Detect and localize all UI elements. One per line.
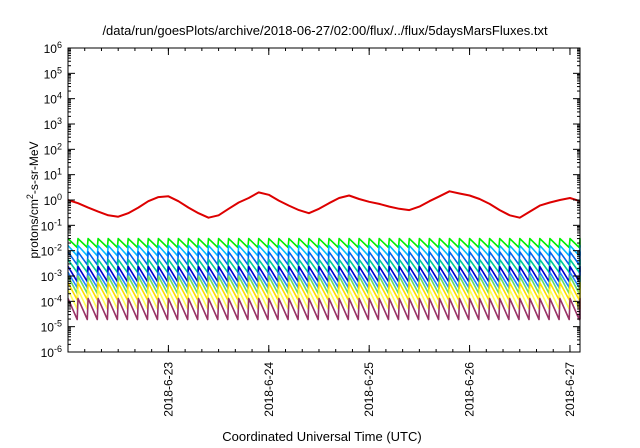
y-tick-label: 106: [44, 40, 62, 56]
y-tick-base: 10: [44, 169, 58, 183]
y-tick-base: 10: [44, 194, 58, 208]
x-tick-labels: 2018-6-23 2018-6-24 2018-6-25 2018-6-26 2018…: [161, 362, 577, 417]
y-tick-base: 10: [41, 270, 55, 284]
y-tick-exponent: -3: [54, 268, 62, 278]
series-line-1: [67, 190, 581, 219]
y-tick-exponent: 2: [57, 141, 62, 151]
y-tick-exponent: 0: [57, 192, 62, 202]
y-tick-exponent: 6: [57, 40, 62, 50]
y-tick-exponent: -1: [54, 217, 62, 227]
y-axis-label-text: protons/cm2-s-sr-MeV: [25, 141, 41, 258]
y-tick-label: 10-2: [41, 243, 62, 259]
series-layer: [67, 190, 581, 321]
y-tick-base: 10: [41, 346, 55, 360]
x-tick-label: 2018-6-23: [161, 362, 175, 417]
y-tick-label: 105: [44, 65, 62, 81]
y-tick-base: 10: [41, 245, 55, 259]
y-tick-base: 10: [44, 118, 58, 132]
y-tick-label: 100: [44, 192, 62, 208]
y-tick-exponent: -2: [54, 243, 62, 253]
y-tick-exponent: -6: [54, 344, 62, 354]
y-tick-base: 10: [41, 219, 55, 233]
y-tick-label: 10-4: [41, 293, 62, 309]
y-tick-base: 10: [44, 143, 58, 157]
y-tick-exponent: 5: [57, 65, 62, 75]
y-tick-labels: 10-610-510-410-310-210-11001011021031041…: [41, 40, 62, 360]
y-axis-label-main: protons/cm: [27, 199, 41, 258]
y-tick-exponent: -4: [54, 293, 62, 303]
y-axis-label: protons/cm2-s-sr-MeV: [25, 141, 41, 258]
y-axis-label-sup: 2: [25, 194, 35, 199]
y-tick-exponent: 3: [57, 116, 62, 126]
y-tick-label: 10-1: [41, 217, 62, 233]
x-tick-label: 2018-6-24: [262, 362, 276, 417]
y-tick-label: 10-6: [41, 344, 62, 360]
series-line-2: [67, 237, 581, 249]
y-tick-exponent: 4: [57, 91, 62, 101]
y-tick-base: 10: [41, 295, 55, 309]
y-tick-base: 10: [41, 321, 55, 335]
y-tick-base: 10: [44, 42, 58, 56]
series-line-11: [67, 297, 581, 321]
y-tick-label: 10-3: [41, 268, 62, 284]
x-tick-label: 2018-6-26: [463, 362, 477, 417]
x-tick-label: 2018-6-25: [362, 362, 376, 417]
y-tick-base: 10: [44, 67, 58, 81]
series-line-3: [67, 244, 581, 257]
y-tick-label: 102: [44, 141, 62, 157]
axes-layer: [67, 47, 581, 353]
y-tick-label: 103: [44, 116, 62, 132]
y-tick-label: 101: [44, 167, 62, 183]
y-axis-label-rest: -s-sr-MeV: [27, 141, 41, 194]
chart-title: /data/run/goesPlots/archive/2018-06-27/0…: [102, 23, 548, 38]
y-tick-exponent: 1: [57, 167, 62, 177]
y-tick-exponent: -5: [54, 319, 62, 329]
y-tick-base: 10: [44, 93, 58, 107]
x-axis-label: Coordinated Universal Time (UTC): [222, 429, 421, 444]
y-tick-label: 10-5: [41, 319, 62, 335]
y-tick-label: 104: [44, 91, 62, 107]
x-tick-label: 2018-6-27: [563, 362, 577, 417]
